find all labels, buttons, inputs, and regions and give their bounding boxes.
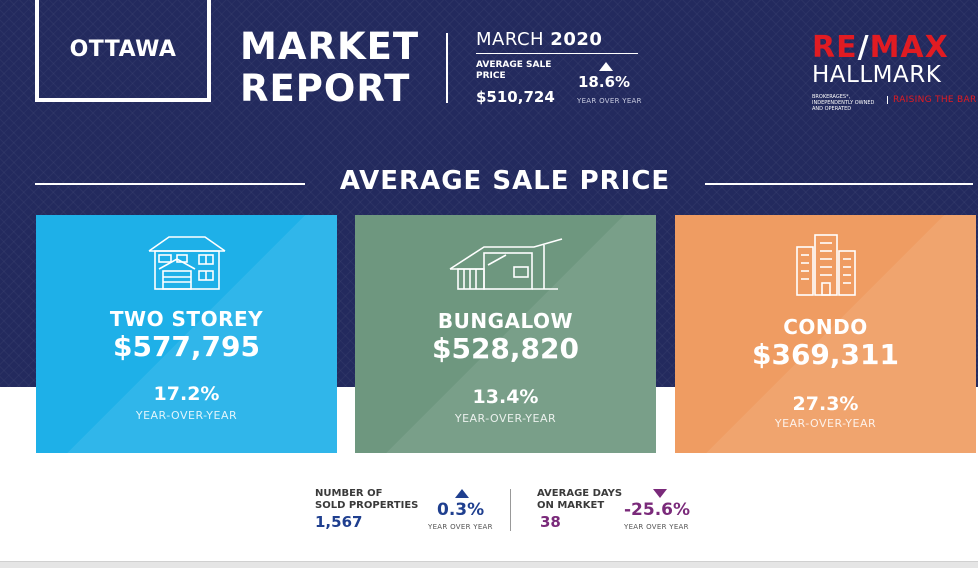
- report-title-line1: MARKET: [240, 25, 420, 68]
- report-title-line2: REPORT: [240, 67, 411, 110]
- card-change-label: YEAR-OVER-YEAR: [135, 409, 238, 422]
- card-change: 17.2%: [153, 383, 220, 405]
- card-two-storey: TWO STOREY $577,795 17.2% YEAR-OVER-YEAR: [36, 215, 337, 453]
- card-shade: [355, 215, 656, 453]
- bottom-edge: [0, 561, 978, 568]
- brand-logo-re: RE: [812, 30, 858, 65]
- card-bungalow: BUNGALOW $528,820 13.4% YEAR-OVER-YEAR: [355, 215, 656, 453]
- report-date: MARCH 2020: [476, 29, 602, 50]
- sold-properties-label: NUMBER OF SOLD PROPERTIES: [315, 488, 418, 512]
- brand-logo: RE/MAX: [812, 30, 949, 65]
- card-shade: [675, 215, 976, 453]
- city-box: OTTAWA: [35, 0, 211, 102]
- dom-label-line1: AVERAGE DAYS: [537, 488, 623, 499]
- days-on-market-value: 38: [540, 513, 561, 531]
- dom-label-line2: ON MARKET: [537, 500, 605, 511]
- section-rule-left: [35, 183, 305, 185]
- sold-properties-change: 0.3%: [437, 500, 485, 520]
- date-rule: [476, 53, 638, 54]
- sold-label-line1: NUMBER OF: [315, 488, 383, 499]
- bungalow-icon: [355, 237, 656, 291]
- brand-logo-slash: /: [857, 30, 870, 65]
- brand-logo-max: MAX: [869, 30, 949, 65]
- days-on-market-change-label: YEAR OVER YEAR: [624, 523, 689, 531]
- card-change: 13.4%: [472, 386, 539, 408]
- up-arrow-icon: [599, 62, 613, 71]
- report-title: MARKET REPORT: [240, 26, 419, 110]
- title-divider: [446, 33, 448, 103]
- card-price: $369,311: [751, 338, 899, 371]
- brand-divider: [887, 96, 888, 104]
- avg-sale-price-label: AVERAGE SALE PRICE: [476, 60, 551, 82]
- avg-price-change: 18.6%: [578, 73, 631, 91]
- card-price: $528,820: [431, 332, 579, 365]
- sold-properties-change-label: YEAR OVER YEAR: [428, 523, 493, 531]
- condo-building-icon: [675, 233, 976, 297]
- card-name: TWO STOREY: [109, 307, 264, 331]
- brand-tagline: RAISING THE BAR: [893, 95, 977, 105]
- card-price: $577,795: [112, 330, 260, 363]
- up-arrow-icon: [455, 489, 469, 498]
- card-change-label: YEAR-OVER-YEAR: [454, 412, 557, 425]
- sold-label-line2: SOLD PROPERTIES: [315, 500, 419, 511]
- days-on-market-label: AVERAGE DAYS ON MARKET: [537, 488, 622, 512]
- section-title: AVERAGE SALE PRICE: [339, 166, 671, 196]
- avg-label-line1: AVERAGE SALE: [476, 60, 552, 70]
- card-change: 27.3%: [792, 393, 859, 415]
- avg-sale-price-value: $510,724: [476, 88, 555, 106]
- two-storey-house-icon: [36, 235, 337, 291]
- stats-divider: [510, 489, 511, 531]
- section-rule-right: [705, 183, 973, 185]
- card-name: BUNGALOW: [437, 309, 574, 333]
- city-name: OTTAWA: [69, 36, 177, 62]
- report-year: 2020: [550, 29, 603, 50]
- sold-properties-value: 1,567: [315, 513, 363, 531]
- avg-price-change-label: YEAR OVER YEAR: [577, 97, 642, 105]
- card-name: CONDO: [783, 315, 868, 339]
- days-on-market-change: -25.6%: [624, 500, 691, 520]
- card-condo: CONDO $369,311 27.3% YEAR-OVER-YEAR: [675, 215, 976, 453]
- down-arrow-icon: [653, 489, 667, 498]
- brand-fine-print: BROKERAGES*, INDEPENDENTLY OWNED AND OPE…: [812, 94, 875, 112]
- report-month: MARCH: [476, 29, 545, 50]
- avg-label-line2: PRICE: [476, 71, 506, 81]
- brand-name: HALLMARK: [812, 62, 942, 88]
- card-change-label: YEAR-OVER-YEAR: [774, 417, 877, 430]
